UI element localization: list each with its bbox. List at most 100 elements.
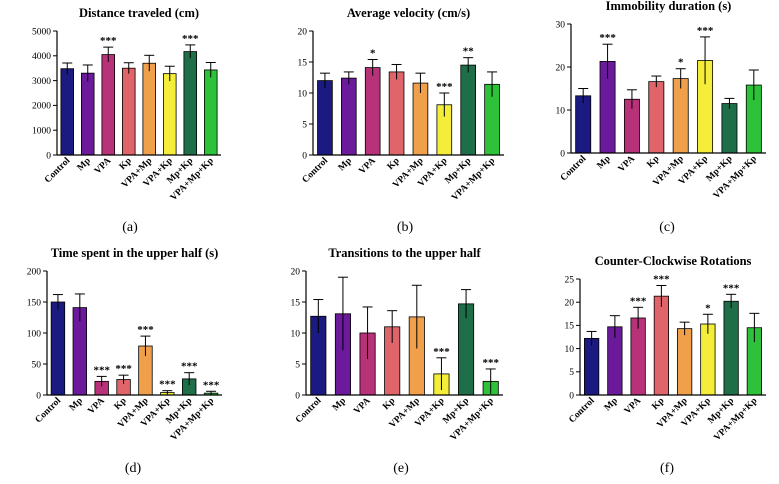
x-tick-label: Mp [596, 154, 613, 171]
significance-marker: ** [463, 46, 475, 58]
y-tick-label: 2000 [32, 102, 51, 112]
x-tick-label: Mp [331, 396, 348, 413]
y-tick-label: 10 [565, 345, 575, 355]
chart-title: Immobility duration (s) [606, 0, 732, 13]
y-tick-label: 10 [556, 106, 566, 116]
chart-panel-4: Time spent in the upper half (s) 0 50 100 15… [27, 246, 222, 476]
bar-Control [317, 80, 333, 156]
y-tick-label: 20 [556, 63, 566, 73]
y-tick-label: 20 [565, 299, 575, 309]
x-tick-label: Kp [386, 156, 402, 172]
significance-marker: *** [433, 346, 450, 358]
y-tick-label: 10 [298, 89, 308, 99]
y-tick-label: 1000 [32, 127, 51, 137]
bar-VPA [364, 67, 381, 156]
chart-title: Average velocity (cm/s) [347, 6, 470, 20]
y-tick-label: 100 [27, 329, 42, 339]
y-tick-label: 20 [298, 27, 308, 37]
x-tick-label: Mp [76, 156, 93, 173]
significance-marker: * [370, 48, 376, 60]
panel-label: (a) [122, 220, 138, 235]
significance-marker: *** [697, 25, 714, 37]
bar-Kp [121, 67, 136, 156]
bar-Control [60, 68, 75, 156]
y-tick-label: 150 [27, 298, 42, 308]
chart-panel-5: Transitions to the upper half05101520Con… [291, 246, 503, 476]
x-tick-label: VPA [86, 396, 106, 416]
significance-marker: *** [93, 364, 110, 376]
y-tick-label: 5 [569, 368, 574, 378]
bar-Kp [388, 71, 405, 156]
bar-Mp+Kp [723, 300, 739, 396]
x-tick-label: Kp [118, 156, 134, 172]
panel-label: (f) [660, 461, 674, 476]
bar-VPA+Kp [700, 323, 716, 396]
x-tick-label: VPA+Mp+Kp [712, 154, 759, 201]
bar-VPA+Mp [412, 82, 429, 156]
x-tick-label: Mp [68, 396, 85, 413]
y-tick-label: 4000 [32, 52, 51, 62]
chart-panel-3: Immobility duration (s)0102030Control***… [556, 0, 766, 235]
bar-Control [50, 301, 66, 396]
y-tick-label: 15 [565, 322, 575, 332]
panel-label: (d) [125, 461, 142, 476]
bar-Mp+Kp [183, 51, 198, 156]
x-tick-label: VPA+Mp+Kp [450, 156, 497, 203]
significance-marker: *** [482, 357, 499, 369]
y-tick-label: 25 [565, 275, 575, 285]
x-tick-label: Kp [645, 154, 661, 170]
bar-VPA+Mp [142, 62, 157, 156]
y-tick-label: 0 [302, 151, 307, 161]
panel-label: (c) [659, 220, 675, 235]
bar-Mp+Kp [460, 64, 476, 156]
bar-VPA [630, 317, 646, 396]
y-tick-label: 20 [291, 267, 301, 277]
significance-marker: *** [436, 81, 453, 93]
y-tick-label: 10 [291, 329, 301, 339]
x-tick-label: Kp [381, 396, 397, 412]
significance-marker: * [678, 57, 684, 69]
bar-Mp [80, 72, 95, 156]
bar-Mp+Kp [721, 103, 738, 154]
x-tick-label: Kp [650, 396, 666, 412]
chart-title: Distance traveled (cm) [79, 6, 199, 20]
significance-marker: *** [182, 33, 199, 45]
bar-VPA+Mp+Kp [203, 69, 218, 156]
significance-marker: *** [159, 379, 176, 391]
bar-VPA+Kp [162, 73, 177, 156]
significance-marker: *** [100, 35, 117, 47]
y-tick-label: 5000 [32, 27, 51, 37]
y-tick-label: 0 [46, 151, 51, 161]
y-tick-label: 0 [295, 391, 300, 401]
significance-marker: *** [181, 361, 198, 373]
bar-VPA+Mp [672, 78, 689, 154]
significance-marker: * [705, 302, 711, 314]
significance-marker: *** [599, 32, 616, 44]
y-tick-label: 15 [291, 298, 301, 308]
chart-title: Transitions to the upper half [328, 246, 481, 260]
y-tick-label: 15 [298, 58, 308, 68]
y-tick-label: 0 [36, 391, 41, 401]
y-tick-label: 0 [560, 149, 565, 159]
y-tick-label: 5 [295, 360, 300, 370]
significance-marker: *** [653, 273, 670, 285]
x-tick-label: VPA [93, 156, 113, 176]
x-tick-label: VPA [617, 154, 637, 174]
x-tick-label: VPA [623, 396, 643, 416]
bar-Kp [653, 295, 669, 396]
bar-Mp [341, 77, 357, 156]
bar-Control [584, 337, 600, 396]
bar-VPA [101, 54, 116, 156]
x-tick-label: VPA [352, 396, 372, 416]
y-tick-label: 50 [32, 360, 42, 370]
y-tick-label: 5 [302, 120, 307, 130]
chart-title: Time spent in the upper half (s) [51, 246, 219, 260]
y-tick-label: 0 [569, 391, 574, 401]
bar-VPA+Mp [677, 328, 693, 396]
y-tick-label: 3000 [32, 77, 51, 87]
x-tick-label: VPA [357, 156, 377, 176]
chart-title: Counter-Clockwise Rotations [595, 254, 752, 268]
significance-marker: *** [137, 324, 154, 336]
